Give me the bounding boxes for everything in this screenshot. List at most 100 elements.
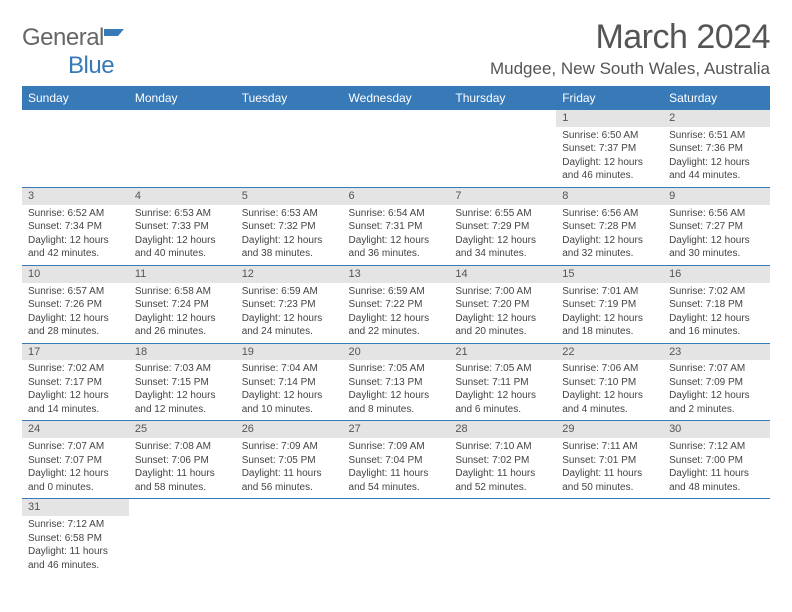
day-detail-cell (343, 516, 450, 576)
day-detail-cell: Sunrise: 6:53 AMSunset: 7:33 PMDaylight:… (129, 205, 236, 266)
day-detail-cell: Sunrise: 6:54 AMSunset: 7:31 PMDaylight:… (343, 205, 450, 266)
day-detail-cell: Sunrise: 7:04 AMSunset: 7:14 PMDaylight:… (236, 360, 343, 421)
detail-row: Sunrise: 6:57 AMSunset: 7:26 PMDaylight:… (22, 283, 770, 344)
day-number-cell: 3 (22, 187, 129, 204)
detail-row: Sunrise: 6:50 AMSunset: 7:37 PMDaylight:… (22, 127, 770, 188)
col-sun: Sunday (22, 87, 129, 110)
day-detail-cell (663, 516, 770, 576)
day-number-cell: 31 (22, 499, 129, 516)
daynum-row: 10111213141516 (22, 265, 770, 282)
logo: GeneralBlue (22, 18, 130, 80)
day-number-cell: 6 (343, 187, 450, 204)
day-number-cell: 15 (556, 265, 663, 282)
day-detail-cell: Sunrise: 7:12 AMSunset: 7:00 PMDaylight:… (663, 438, 770, 499)
day-detail-cell (236, 516, 343, 576)
day-number-cell (663, 499, 770, 516)
daynum-row: 24252627282930 (22, 421, 770, 438)
day-number-cell: 9 (663, 187, 770, 204)
day-detail-cell: Sunrise: 7:02 AMSunset: 7:17 PMDaylight:… (22, 360, 129, 421)
day-detail-cell: Sunrise: 7:07 AMSunset: 7:07 PMDaylight:… (22, 438, 129, 499)
day-number-cell (449, 110, 556, 127)
day-detail-cell (129, 516, 236, 576)
day-number-cell (343, 110, 450, 127)
day-detail-cell: Sunrise: 6:55 AMSunset: 7:29 PMDaylight:… (449, 205, 556, 266)
day-number-cell: 11 (129, 265, 236, 282)
day-detail-cell: Sunrise: 6:56 AMSunset: 7:28 PMDaylight:… (556, 205, 663, 266)
day-detail-cell: Sunrise: 7:06 AMSunset: 7:10 PMDaylight:… (556, 360, 663, 421)
daynum-row: 12 (22, 110, 770, 127)
day-number-cell: 8 (556, 187, 663, 204)
day-detail-cell (449, 127, 556, 188)
day-number-cell: 16 (663, 265, 770, 282)
day-number-cell: 21 (449, 343, 556, 360)
day-number-cell: 13 (343, 265, 450, 282)
day-detail-cell: Sunrise: 7:05 AMSunset: 7:11 PMDaylight:… (449, 360, 556, 421)
day-number-cell: 23 (663, 343, 770, 360)
detail-row: Sunrise: 6:52 AMSunset: 7:34 PMDaylight:… (22, 205, 770, 266)
day-number-cell: 12 (236, 265, 343, 282)
header: GeneralBlue March 2024 Mudgee, New South… (22, 18, 770, 80)
col-tue: Tuesday (236, 87, 343, 110)
day-detail-cell: Sunrise: 7:08 AMSunset: 7:06 PMDaylight:… (129, 438, 236, 499)
day-number-cell: 4 (129, 187, 236, 204)
day-detail-cell: Sunrise: 7:03 AMSunset: 7:15 PMDaylight:… (129, 360, 236, 421)
col-wed: Wednesday (343, 87, 450, 110)
day-detail-cell (129, 127, 236, 188)
col-thu: Thursday (449, 87, 556, 110)
day-detail-cell: Sunrise: 6:53 AMSunset: 7:32 PMDaylight:… (236, 205, 343, 266)
day-detail-cell: Sunrise: 6:57 AMSunset: 7:26 PMDaylight:… (22, 283, 129, 344)
title-block: March 2024 Mudgee, New South Wales, Aust… (490, 18, 770, 79)
day-detail-cell: Sunrise: 6:59 AMSunset: 7:23 PMDaylight:… (236, 283, 343, 344)
daynum-row: 3456789 (22, 187, 770, 204)
day-detail-cell (449, 516, 556, 576)
logo-text: GeneralBlue (22, 24, 130, 80)
day-number-cell: 7 (449, 187, 556, 204)
day-number-cell: 22 (556, 343, 663, 360)
day-detail-cell: Sunrise: 7:11 AMSunset: 7:01 PMDaylight:… (556, 438, 663, 499)
day-detail-cell: Sunrise: 6:56 AMSunset: 7:27 PMDaylight:… (663, 205, 770, 266)
day-detail-cell (22, 127, 129, 188)
day-detail-cell: Sunrise: 7:09 AMSunset: 7:05 PMDaylight:… (236, 438, 343, 499)
day-number-cell: 10 (22, 265, 129, 282)
day-detail-cell: Sunrise: 6:58 AMSunset: 7:24 PMDaylight:… (129, 283, 236, 344)
day-detail-cell (236, 127, 343, 188)
day-detail-cell: Sunrise: 7:07 AMSunset: 7:09 PMDaylight:… (663, 360, 770, 421)
day-detail-cell: Sunrise: 7:01 AMSunset: 7:19 PMDaylight:… (556, 283, 663, 344)
calendar-table: Sunday Monday Tuesday Wednesday Thursday… (22, 86, 770, 576)
day-number-cell: 26 (236, 421, 343, 438)
day-number-cell (449, 499, 556, 516)
logo-flag-icon (104, 24, 130, 52)
day-number-cell: 2 (663, 110, 770, 127)
day-number-cell (556, 499, 663, 516)
day-number-cell: 18 (129, 343, 236, 360)
day-detail-cell: Sunrise: 6:59 AMSunset: 7:22 PMDaylight:… (343, 283, 450, 344)
day-number-cell: 24 (22, 421, 129, 438)
day-detail-cell (556, 516, 663, 576)
day-number-cell: 5 (236, 187, 343, 204)
day-number-cell: 14 (449, 265, 556, 282)
day-number-cell: 19 (236, 343, 343, 360)
detail-row: Sunrise: 7:02 AMSunset: 7:17 PMDaylight:… (22, 360, 770, 421)
day-number-cell: 1 (556, 110, 663, 127)
day-detail-cell (343, 127, 450, 188)
detail-row: Sunrise: 7:12 AMSunset: 6:58 PMDaylight:… (22, 516, 770, 576)
day-number-cell: 29 (556, 421, 663, 438)
day-number-cell: 28 (449, 421, 556, 438)
day-number-cell (343, 499, 450, 516)
logo-word1: General (22, 24, 104, 51)
day-number-cell: 25 (129, 421, 236, 438)
day-number-cell (236, 110, 343, 127)
day-number-cell: 27 (343, 421, 450, 438)
day-detail-cell: Sunrise: 7:00 AMSunset: 7:20 PMDaylight:… (449, 283, 556, 344)
daynum-row: 31 (22, 499, 770, 516)
page-title: March 2024 (490, 18, 770, 57)
location-line: Mudgee, New South Wales, Australia (490, 59, 770, 79)
day-number-cell (129, 110, 236, 127)
col-mon: Monday (129, 87, 236, 110)
col-fri: Friday (556, 87, 663, 110)
day-detail-cell: Sunrise: 6:52 AMSunset: 7:34 PMDaylight:… (22, 205, 129, 266)
day-number-cell: 20 (343, 343, 450, 360)
daynum-row: 17181920212223 (22, 343, 770, 360)
day-detail-cell: Sunrise: 7:02 AMSunset: 7:18 PMDaylight:… (663, 283, 770, 344)
day-number-cell (22, 110, 129, 127)
